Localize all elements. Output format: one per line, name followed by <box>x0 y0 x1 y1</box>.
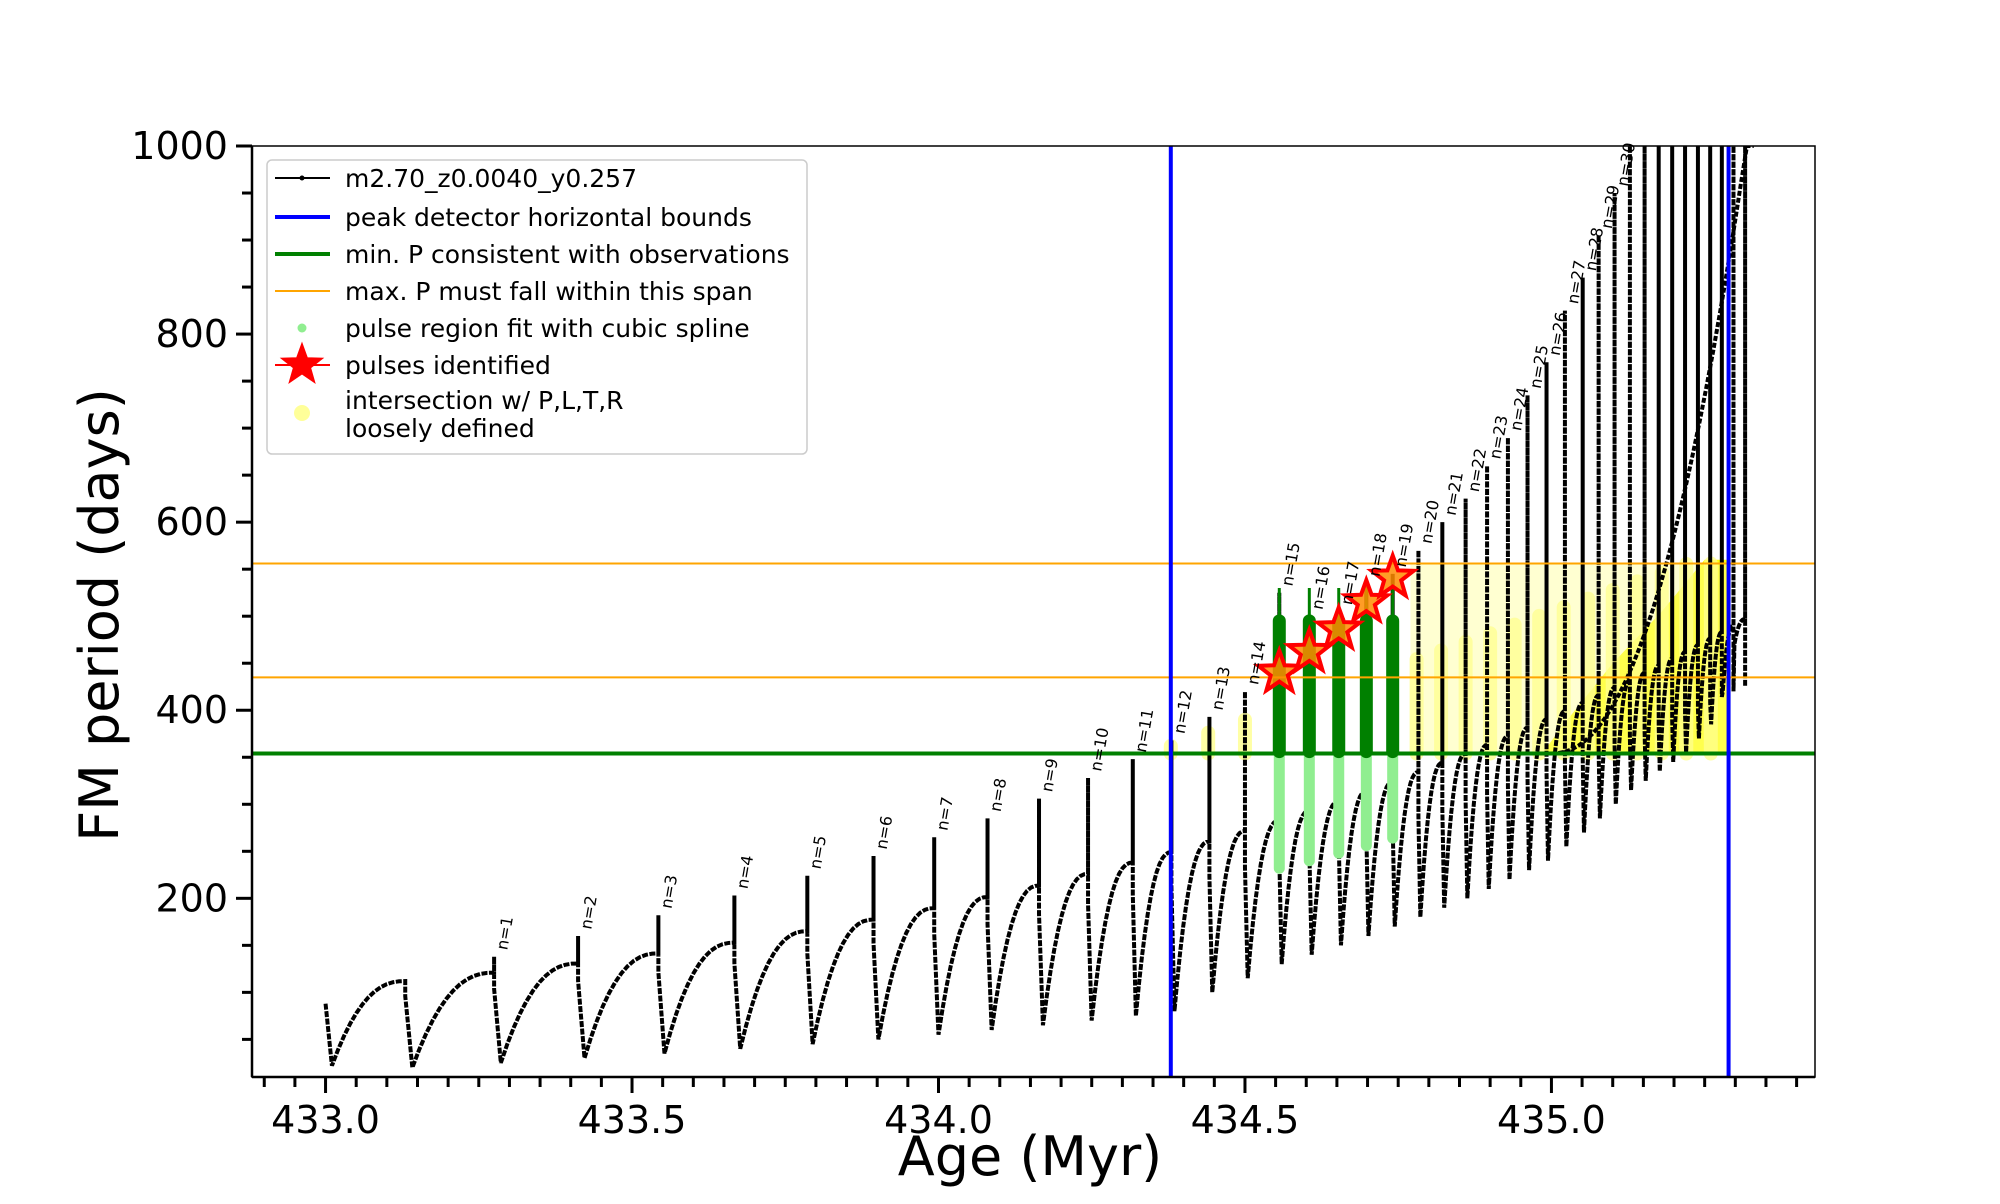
y-axis-label: FM period (days) <box>68 388 131 842</box>
model-track-envelope <box>1551 146 1754 756</box>
pulse-label-20: n=20 <box>1417 499 1443 546</box>
pulse-label-1: n=1 <box>492 915 517 952</box>
legend-handle-dot <box>297 323 307 333</box>
y-tick-label: 800 <box>155 312 228 356</box>
x-tick-label: 433.0 <box>271 1098 380 1142</box>
pulse-label-6: n=6 <box>872 814 897 851</box>
identified-pulses-layer <box>1252 549 1420 696</box>
pulse-label-2: n=2 <box>576 894 601 931</box>
x-tick-label: 435.0 <box>1497 1098 1606 1142</box>
legend-label: pulses identified <box>345 351 551 380</box>
y-tick-label: 1000 <box>131 124 228 168</box>
pulse-label-12: n=12 <box>1170 688 1196 735</box>
pulse-label-30: n=30 <box>1613 141 1639 188</box>
pulse-label-10: n=10 <box>1086 726 1112 773</box>
pulse-label-26: n=26 <box>1545 310 1571 357</box>
y-tick-label: 400 <box>155 688 228 732</box>
model-track-line <box>323 146 1748 1069</box>
legend-handle-star <box>279 341 325 384</box>
pulse-label-11: n=11 <box>1131 707 1157 754</box>
pulse-label-19: n=19 <box>1391 522 1417 569</box>
pulse-label-15: n=15 <box>1278 541 1304 588</box>
pulse-label-29: n=29 <box>1597 183 1623 230</box>
y-tick-label: 600 <box>155 500 228 544</box>
y-tick-label: 200 <box>155 876 228 920</box>
axes-layer: 200 400 600 800 1000 433.0 433.5 434.0 434.5 435.… <box>131 124 1816 1142</box>
pulse-label-21: n=21 <box>1441 470 1467 517</box>
legend-label: m2.70_z0.0040_y0.257 <box>345 164 637 193</box>
x-tick-label: 433.5 <box>578 1098 687 1142</box>
reference-lines-layer <box>252 146 1815 1077</box>
pulse-label-9: n=9 <box>1037 757 1062 794</box>
legend-label-line2: loosely defined <box>345 414 535 443</box>
legend-label: intersection w/ P,L,T,R <box>345 386 624 415</box>
pulse-label-7: n=7 <box>932 795 957 832</box>
pulse-label-8: n=8 <box>986 777 1011 814</box>
legend-label: pulse region fit with cubic spline <box>345 314 750 343</box>
legend-label: peak detector horizontal bounds <box>345 203 752 232</box>
identified-pulse-star-3 <box>1312 601 1366 652</box>
pulse-label-5: n=5 <box>806 834 831 871</box>
pulse-label-14: n=14 <box>1243 640 1269 687</box>
pulse-label-13: n=13 <box>1208 665 1234 712</box>
x-tick-label: 434.5 <box>1191 1098 1300 1142</box>
x-tick-label: 434.0 <box>884 1098 993 1142</box>
legend-label: min. P consistent with observations <box>345 240 790 269</box>
identified-pulse-star-5 <box>1366 549 1420 601</box>
pulse-label-16: n=16 <box>1308 564 1334 611</box>
legend-handle-marker <box>299 175 305 181</box>
identified-pulse-star-1 <box>1252 644 1306 696</box>
x-axis-label: Age (Myr) <box>898 1125 1163 1188</box>
pulse-label-4: n=4 <box>733 854 758 891</box>
pulse-label-3: n=3 <box>657 873 682 910</box>
model-track-layer <box>323 146 1754 1069</box>
legend-label: max. P must fall within this span <box>345 277 753 306</box>
pulse-label-24: n=24 <box>1506 386 1532 433</box>
pulse-label-28: n=28 <box>1581 226 1607 273</box>
legend-handle-bigdot <box>294 405 310 421</box>
legend-box <box>266 159 808 455</box>
